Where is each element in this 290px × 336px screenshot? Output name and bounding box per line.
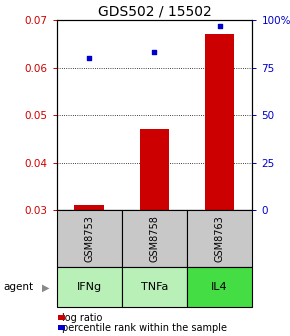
Bar [205,34,234,210]
Text: percentile rank within the sample: percentile rank within the sample [62,323,227,333]
Text: IFNg: IFNg [77,282,102,292]
Bar [140,129,169,210]
Point [87,55,91,61]
Text: GSM8753: GSM8753 [84,215,94,262]
Point [217,23,222,29]
Bar [187,210,252,267]
Bar [122,267,187,307]
Title: GDS502 / 15502: GDS502 / 15502 [97,5,211,19]
Text: TNFa: TNFa [141,282,168,292]
Text: GSM8758: GSM8758 [149,215,160,262]
Point [152,50,157,55]
Text: ▶: ▶ [42,282,50,292]
Text: GSM8763: GSM8763 [215,215,225,262]
Text: IL4: IL4 [211,282,228,292]
Bar [75,205,104,210]
Bar [122,210,187,267]
Bar [57,267,122,307]
Bar [187,267,252,307]
Text: log ratio: log ratio [62,312,103,323]
Text: agent: agent [3,282,33,292]
Bar [57,210,122,267]
